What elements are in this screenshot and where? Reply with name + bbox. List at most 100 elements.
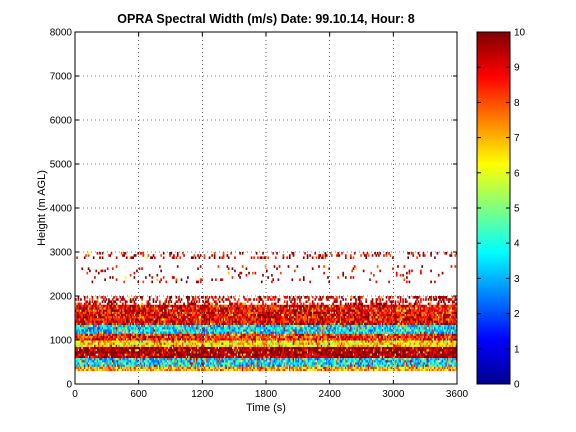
heatmap-cell	[237, 368, 240, 372]
heatmap-cell	[82, 355, 85, 358]
heatmap-cell	[248, 364, 250, 367]
heatmap-cell	[454, 357, 457, 361]
heatmap-cell	[75, 355, 77, 358]
heatmap-cell	[348, 346, 351, 350]
heatmap-cell	[260, 359, 263, 363]
heatmap-cell	[230, 362, 233, 365]
heatmap-cell	[161, 335, 164, 339]
heatmap-cell	[190, 368, 193, 372]
heatmap-cell	[297, 337, 300, 341]
heatmap-cell	[403, 359, 406, 363]
heatmap-cell	[77, 364, 80, 367]
heatmap-cell	[427, 351, 430, 354]
heatmap-cell	[342, 366, 345, 369]
heatmap-cell	[313, 351, 315, 354]
heatmap-cell	[269, 355, 272, 358]
heatmap-cell	[254, 359, 257, 363]
heatmap-cell	[306, 353, 309, 356]
heatmap-cell	[139, 357, 142, 361]
heatmap-cell	[81, 359, 84, 363]
heatmap-cell	[174, 340, 176, 343]
heatmap-cell	[301, 362, 304, 365]
heatmap-cell	[454, 368, 457, 372]
heatmap-cell	[366, 351, 369, 354]
heatmap-cell	[231, 351, 234, 354]
heatmap-cell	[362, 337, 365, 341]
heatmap-cell	[257, 342, 259, 345]
heatmap-cell	[240, 348, 243, 352]
heatmap-cell	[113, 351, 115, 354]
heatmap-cell	[225, 355, 227, 358]
heatmap-cell	[328, 364, 331, 367]
heatmap-cell	[146, 344, 148, 347]
heatmap-cell	[184, 351, 187, 354]
heatmap-cell	[453, 366, 455, 369]
heatmap-cell	[342, 368, 345, 372]
heatmap-cell	[243, 346, 245, 350]
heatmap-cell	[82, 366, 85, 369]
heatmap-cell	[395, 359, 398, 363]
heatmap-cell	[89, 364, 91, 367]
heatmap-cell	[222, 337, 225, 341]
heatmap-cell	[442, 366, 445, 369]
heatmap-cell	[108, 351, 110, 354]
heatmap-cell	[450, 344, 453, 347]
heatmap-cell	[100, 331, 103, 334]
heatmap-cell	[442, 359, 445, 363]
heatmap-cell	[366, 368, 369, 372]
heatmap-cell	[353, 351, 356, 354]
heatmap-cell	[236, 355, 239, 358]
heatmap-cell	[108, 366, 110, 369]
heatmap-cell	[418, 362, 421, 365]
heatmap-cell	[311, 366, 314, 369]
heatmap-cell	[222, 353, 225, 356]
heatmap-cell	[287, 362, 290, 365]
heatmap-cell	[136, 337, 138, 341]
heatmap-cell	[267, 362, 269, 365]
heatmap-cell	[198, 335, 201, 339]
heatmap-cell	[412, 344, 415, 347]
heatmap-cell	[124, 335, 127, 339]
heatmap-cell	[211, 357, 213, 361]
heatmap-cell	[255, 348, 258, 352]
heatmap-cell	[285, 335, 287, 339]
heatmap-cell	[297, 359, 300, 363]
heatmap-cell	[89, 333, 91, 336]
heatmap-cell	[108, 335, 110, 339]
heatmap-cell	[162, 368, 165, 372]
heatmap-cell	[266, 333, 268, 336]
heatmap-cell	[428, 359, 431, 363]
heatmap-cell	[266, 364, 268, 367]
heatmap-cell	[305, 357, 308, 361]
heatmap-cell	[336, 344, 338, 347]
heatmap-cell	[132, 359, 134, 363]
heatmap-cell	[297, 366, 300, 369]
heatmap-cell	[217, 337, 220, 341]
heatmap-cell	[75, 364, 77, 367]
heatmap-cell	[169, 359, 171, 363]
heatmap-cell	[367, 362, 370, 365]
heatmap-cell	[208, 353, 211, 356]
heatmap-cell	[448, 335, 450, 339]
heatmap-cell	[259, 340, 262, 343]
heatmap-cell	[383, 351, 385, 354]
heatmap-cell	[351, 342, 353, 345]
heatmap-cell	[292, 362, 295, 365]
heatmap-cell	[127, 333, 129, 336]
heatmap-cell	[400, 335, 403, 339]
heatmap-cell	[357, 348, 360, 352]
heatmap-cell	[113, 333, 115, 336]
heatmap-cell	[381, 337, 384, 341]
heatmap-cell	[86, 344, 89, 347]
heatmap-cell	[87, 335, 90, 339]
heatmap-cell	[346, 333, 348, 336]
heatmap-cell	[343, 346, 346, 350]
heatmap-cell	[297, 342, 300, 345]
heatmap-cell	[118, 337, 120, 341]
heatmap-cell	[101, 333, 104, 336]
heatmap-cell	[132, 362, 134, 365]
heatmap-cell	[394, 368, 397, 372]
heatmap-cell	[190, 351, 193, 354]
heatmap-cell	[105, 351, 108, 354]
heatmap-cell	[272, 368, 275, 372]
